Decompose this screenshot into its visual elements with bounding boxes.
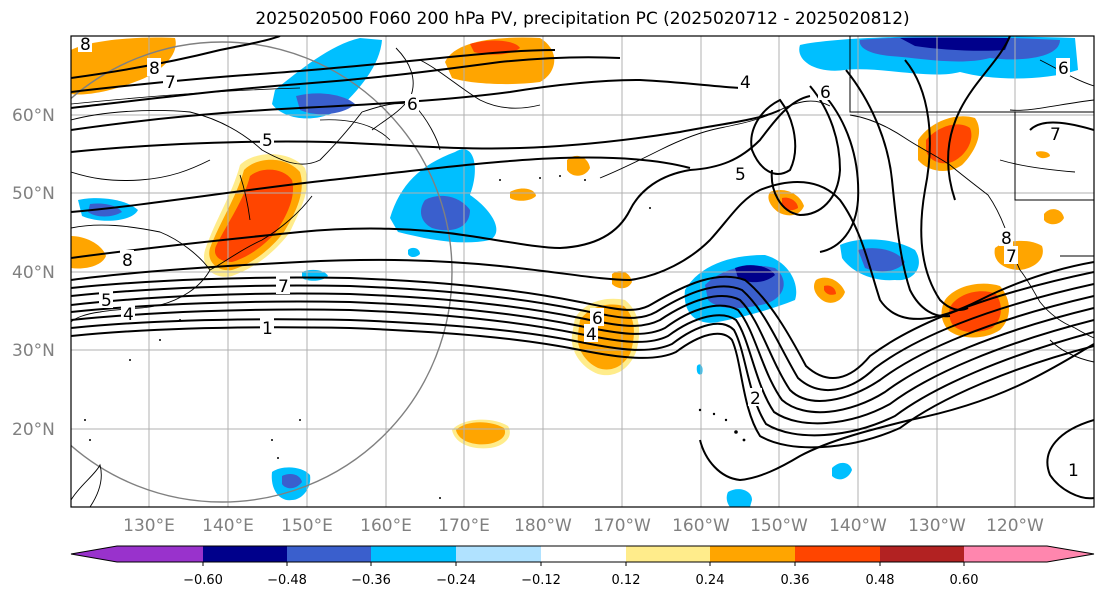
colorbar-segment — [371, 546, 456, 562]
colorbar-segment — [287, 546, 371, 562]
colorbar-tick-label: 0.60 — [950, 573, 979, 588]
contour-label: 5 — [101, 291, 112, 311]
colorbar-tick-label: 0.12 — [612, 573, 641, 588]
colorbar: −0.60 −0.48 −0.36 −0.24 −0.12 0.12 0.24 … — [70, 545, 1095, 588]
lat-label: 20°N — [12, 420, 55, 440]
contour-label: 1 — [1068, 461, 1079, 481]
latitude-labels: 60°N 50°N 40°N 30°N 20°N — [12, 106, 55, 440]
pos-anomaly-small-a — [567, 155, 590, 176]
pv-contour-labels: 8 7 6 5 4 6 5 7 4 6 5 4 2 1 — [78, 35, 1080, 481]
contour-label: 4 — [740, 73, 751, 93]
colorbar-tick-label: −0.24 — [436, 573, 476, 588]
contour-label: 6 — [1058, 59, 1069, 79]
precip-shading — [71, 36, 1078, 507]
contour-label: 5 — [735, 165, 746, 185]
lon-label: 150°E — [281, 516, 333, 536]
islands — [84, 175, 746, 499]
contour-label: 2 — [750, 389, 761, 409]
contour-label: 7 — [1006, 247, 1017, 267]
contour-label: 7 — [278, 277, 289, 297]
lon-label: 140°E — [202, 516, 254, 536]
lon-label: 160°W — [672, 516, 730, 536]
contour-label: 8 — [149, 59, 160, 79]
lon-label: 130°E — [123, 516, 175, 536]
colorbar-tick-label: 0.36 — [781, 573, 810, 588]
contour-label: 8 — [1001, 229, 1012, 249]
lon-label: 160°E — [360, 516, 412, 536]
neg-anomaly-kamchatka — [390, 149, 497, 243]
lon-label: 180°W — [514, 516, 572, 536]
colorbar-segment — [880, 546, 964, 562]
lon-label: 150°W — [750, 516, 808, 536]
pos-anomaly-small-b — [510, 188, 536, 201]
contour-label: 7 — [165, 73, 176, 93]
colorbar-segment — [795, 546, 880, 562]
neg-anomaly-hawaii-east — [832, 462, 852, 480]
colorbar-tick-label: −0.12 — [521, 573, 561, 588]
colorbar-tick-label: 0.24 — [696, 573, 725, 588]
pos-anomaly-west-edge — [71, 236, 106, 269]
minor-lines — [71, 87, 391, 141]
lon-label: 170°W — [593, 516, 651, 536]
lat-lon-grid — [71, 36, 1094, 507]
contour-label: 6 — [407, 95, 418, 115]
range-circle — [71, 41, 453, 503]
contour-label: 6 — [820, 83, 831, 103]
colorbar-tick-label: −0.60 — [183, 573, 223, 588]
map-title: 2025020500 F060 200 hPa PV, precipitatio… — [255, 9, 910, 29]
map-frame — [70, 35, 1095, 508]
pv-contours — [71, 36, 1094, 500]
longitude-labels: 130°E 140°E 150°E 160°E 170°E 180°W 170°… — [123, 516, 1044, 536]
lat-label: 50°N — [12, 184, 55, 204]
colorbar-tick-label: −0.36 — [351, 573, 391, 588]
colorbar-segment — [203, 546, 287, 562]
lat-label: 30°N — [12, 341, 55, 361]
colorbar-tick-label: −0.48 — [267, 573, 307, 588]
lon-label: 140°W — [829, 516, 887, 536]
contour-label: 7 — [1050, 125, 1061, 145]
contour-label: 4 — [586, 325, 597, 345]
pos-anomaly-small-g — [1044, 209, 1064, 225]
colorbar-segment — [117, 546, 203, 562]
lon-label: 130°W — [908, 516, 966, 536]
contour-label: 4 — [123, 305, 134, 325]
colorbar-tick-label: 0.48 — [866, 573, 895, 588]
pos-anomaly-bering-n — [445, 37, 555, 85]
colorbar-segment — [541, 546, 626, 562]
neg-anomaly-bottom — [726, 489, 752, 507]
colorbar-segment — [456, 546, 541, 562]
colorbar-extend-low — [71, 546, 117, 562]
pos-anomaly-small-f — [1036, 151, 1050, 159]
colorbar-segment — [964, 546, 1047, 562]
lat-label: 60°N — [12, 106, 55, 126]
map-panel: 8 7 6 5 4 6 5 7 4 6 5 4 2 1 — [71, 35, 1094, 507]
neg-anomaly-small-2 — [408, 247, 420, 257]
contour-label: 8 — [122, 251, 133, 271]
colorbar-segment — [626, 546, 710, 562]
lon-label: 120°W — [986, 516, 1044, 536]
contour-label: 1 — [262, 319, 273, 339]
colorbar-extend-high — [1047, 546, 1094, 562]
political-boundaries — [849, 36, 1094, 257]
contour-label: 8 — [80, 35, 91, 55]
lon-label: 170°E — [438, 516, 490, 536]
lat-label: 40°N — [12, 263, 55, 283]
contour-label: 5 — [262, 131, 273, 151]
contour-label: 6 — [592, 309, 603, 329]
colorbar-segment — [710, 546, 795, 562]
pos-anomaly-nw-corner — [71, 37, 176, 95]
